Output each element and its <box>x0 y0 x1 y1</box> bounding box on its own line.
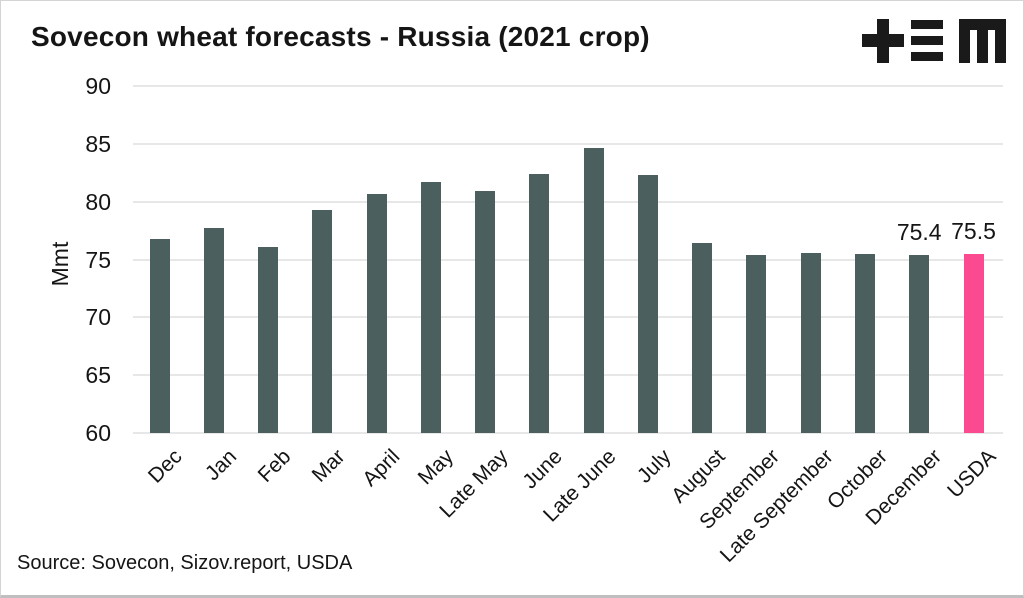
x-tick-label: Jan <box>200 445 242 486</box>
bar-value-label: 75.4 <box>896 218 942 245</box>
bar <box>366 193 387 433</box>
x-tick-label: Mar <box>307 445 350 487</box>
y-axis-title: Mmt <box>47 241 73 287</box>
bar <box>149 238 170 433</box>
bar <box>475 191 496 433</box>
bar <box>203 228 224 433</box>
y-tick-label: 75 <box>85 246 111 273</box>
x-tick-label: June <box>518 445 567 494</box>
bar <box>692 243 713 433</box>
source-text: Source: Sovecon, Sizov.report, USDA <box>17 552 353 574</box>
y-tick-label: 90 <box>85 73 111 99</box>
x-tick-label: Dec <box>144 445 187 488</box>
gridline <box>133 142 1003 145</box>
gridline <box>133 374 1003 377</box>
bar <box>258 246 279 433</box>
y-tick-label: 85 <box>85 130 111 157</box>
x-tick-label: USDA <box>943 445 1001 503</box>
bar <box>312 209 333 433</box>
x-tick-label: July <box>632 445 676 488</box>
gridline <box>133 316 1003 319</box>
bar <box>637 175 658 433</box>
x-tick-label: Feb <box>253 445 296 487</box>
bar <box>963 253 984 433</box>
bar <box>746 254 767 433</box>
y-tick-label: 70 <box>85 304 111 331</box>
x-tick-label: May <box>413 445 459 490</box>
bar <box>909 254 930 433</box>
gridline <box>133 85 1003 87</box>
page-title: Sovecon wheat forecasts - Russia (2021 c… <box>31 21 650 52</box>
y-tick-label: 60 <box>85 420 111 446</box>
bar <box>420 182 441 433</box>
y-tick-label: 65 <box>85 362 111 389</box>
bar <box>854 253 875 433</box>
tem-logo-icon <box>862 19 1006 63</box>
bar <box>583 148 604 433</box>
y-tick-label: 80 <box>85 188 111 215</box>
gridline <box>133 432 1003 434</box>
x-tick-label: April <box>357 445 404 491</box>
gridline <box>133 200 1003 203</box>
bar <box>529 173 550 433</box>
gridline <box>133 258 1003 261</box>
bar <box>800 252 821 433</box>
bar-value-label: 75.5 <box>951 217 996 244</box>
